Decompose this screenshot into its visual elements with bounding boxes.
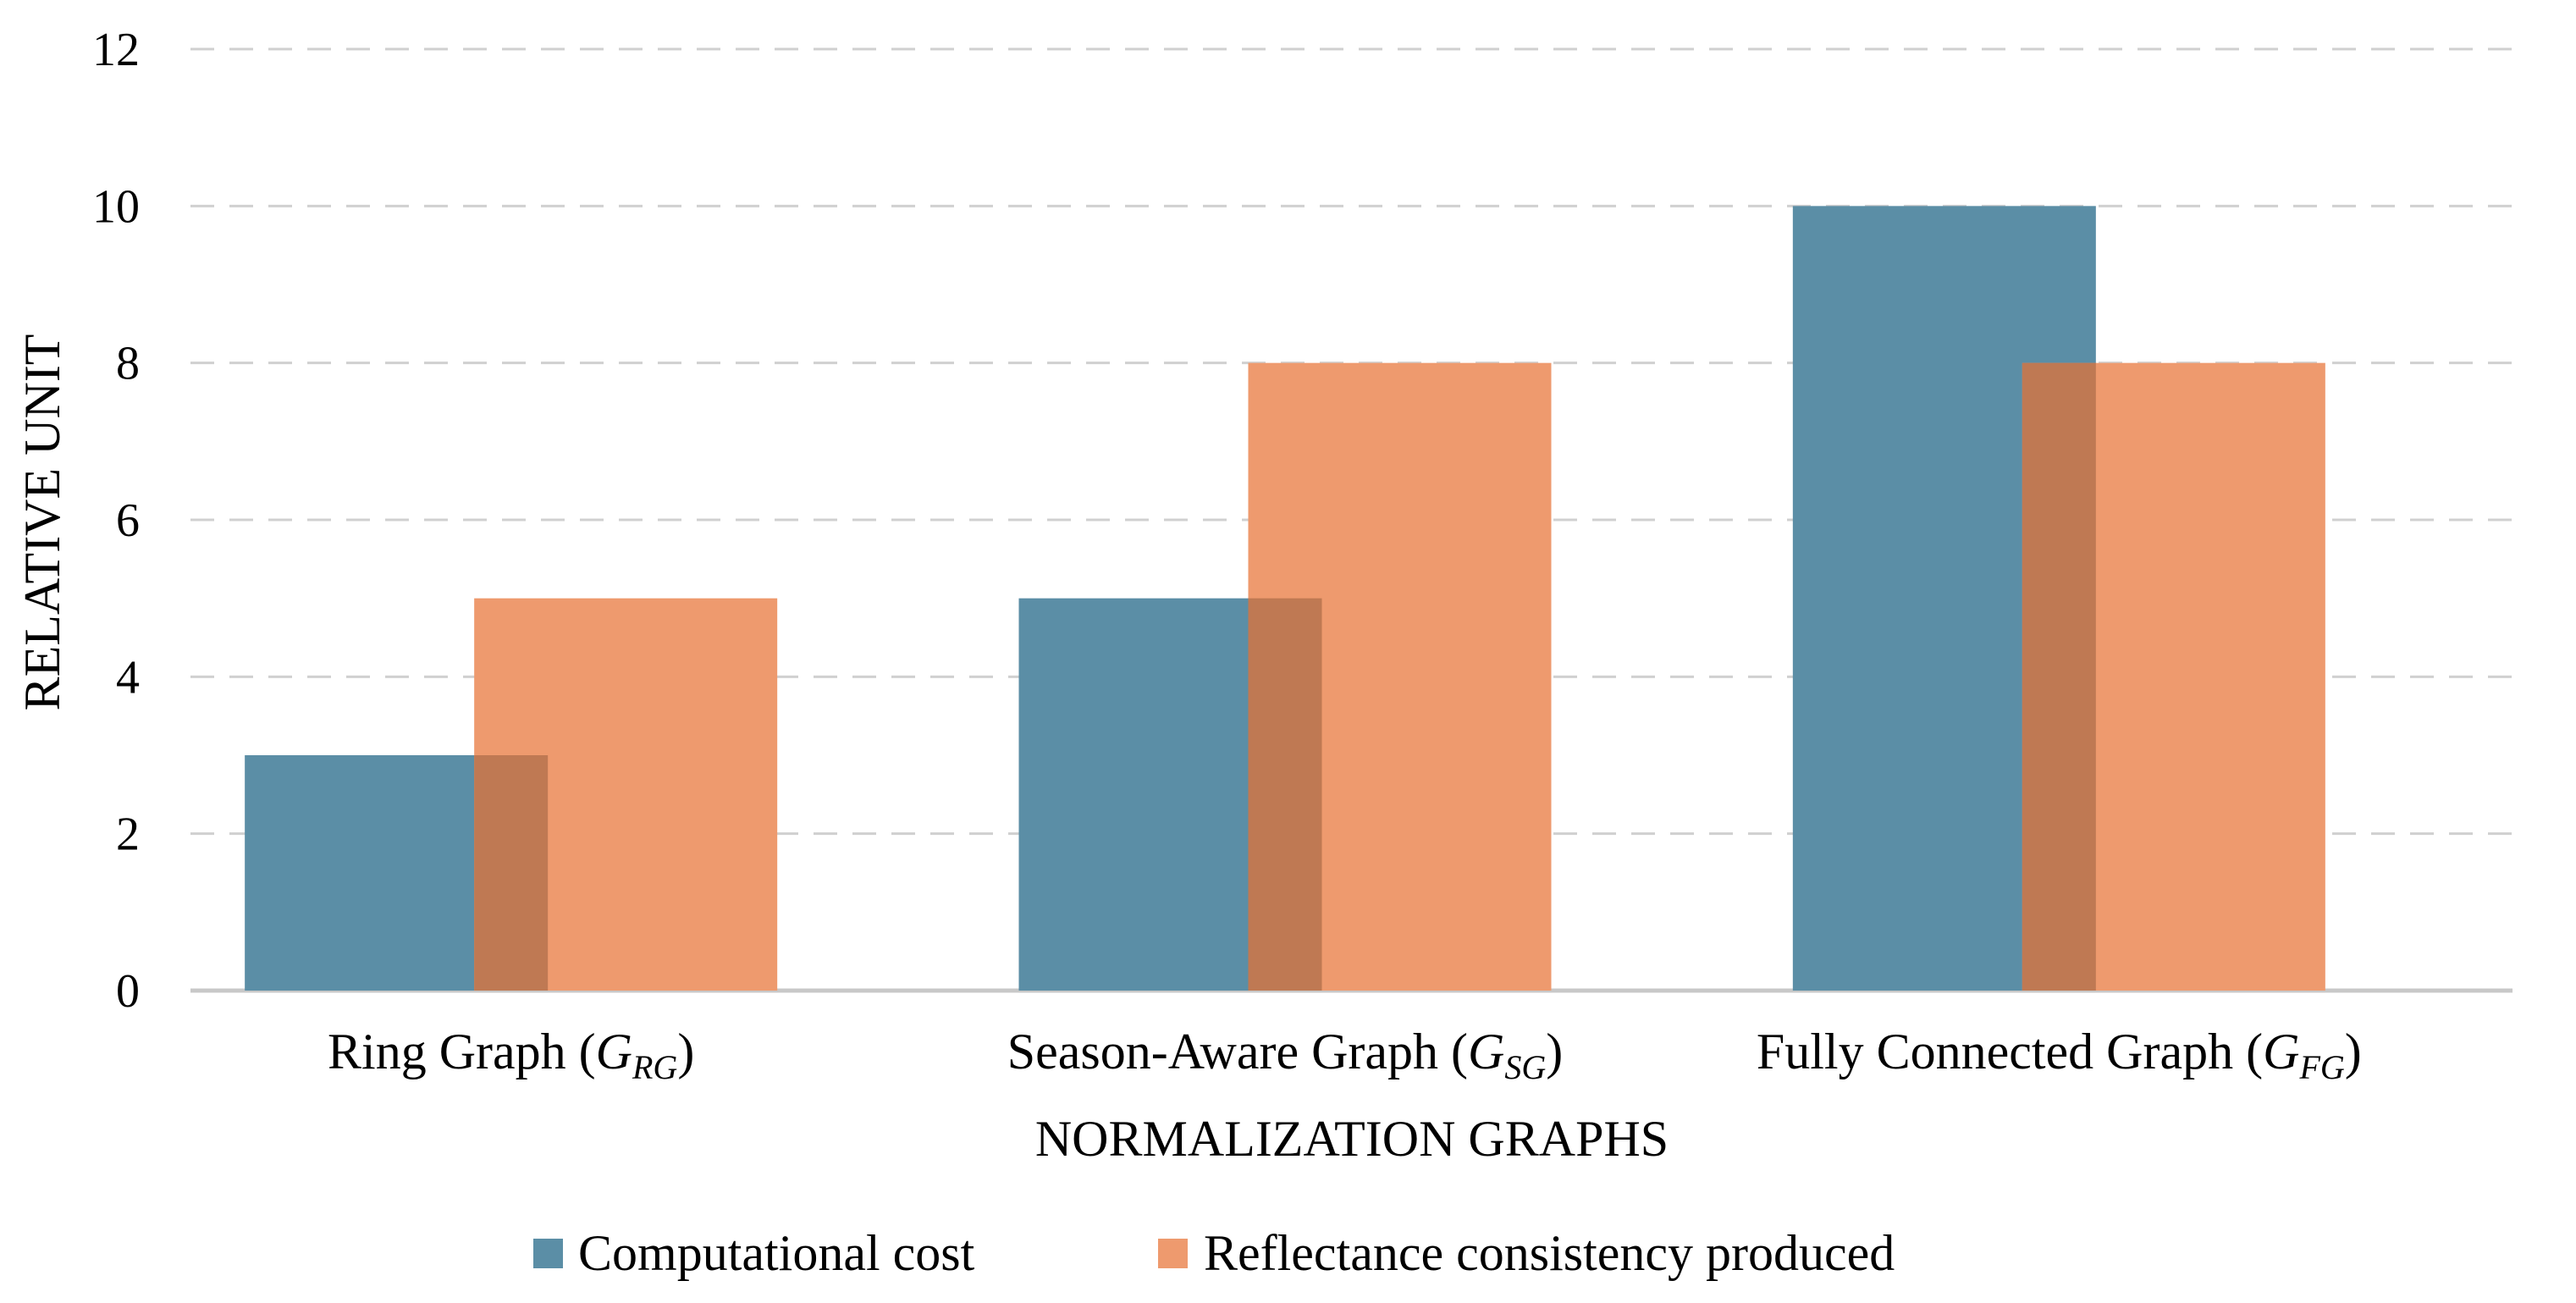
category-label: Fully Connected Graph (GFG): [1757, 1024, 2362, 1086]
category-symbol: G: [1468, 1024, 1504, 1079]
category-name: Ring Graph: [328, 1024, 566, 1079]
y-tick-label: 4: [116, 651, 140, 704]
y-tick-label: 10: [92, 180, 140, 233]
category-subscript: SG: [1504, 1048, 1546, 1086]
y-tick-label: 6: [116, 494, 140, 547]
y-tick-label: 12: [92, 24, 140, 76]
category-subscript: FG: [2298, 1048, 2344, 1086]
legend: Computational cost Reflectance consisten…: [533, 1225, 1895, 1281]
y-tick-label: 0: [116, 965, 140, 1018]
category-paren: (: [2233, 1024, 2263, 1079]
legend-label-reflectance-consistency: Reflectance consistency produced: [1204, 1225, 1895, 1281]
category-name: Season-Aware Graph: [1007, 1024, 1438, 1079]
category-label: Season-Aware Graph (GSG): [1007, 1024, 1564, 1086]
legend-swatch-computational-cost: [533, 1239, 563, 1268]
category-paren: ): [677, 1024, 694, 1079]
legend-label-computational-cost: Computational cost: [578, 1225, 975, 1281]
x-axis-title: NORMALIZATION GRAPHS: [1035, 1111, 1669, 1167]
bar-overlap: [2022, 362, 2096, 991]
bar-overlap: [474, 755, 549, 991]
category-name: Fully Connected Graph: [1757, 1024, 2233, 1079]
y-axis-title: RELATIVE UNIT: [14, 334, 70, 711]
legend-swatch-reflectance-consistency: [1158, 1239, 1188, 1268]
category-paren: (: [1438, 1024, 1468, 1079]
category-paren: ): [1546, 1024, 1563, 1079]
category-label: Ring Graph (GRG): [328, 1024, 694, 1086]
category-paren: ): [2345, 1024, 2362, 1079]
y-tick-label: 8: [116, 338, 140, 390]
category-subscript: RG: [632, 1048, 677, 1086]
category-paren: (: [566, 1024, 596, 1079]
y-tick-label: 2: [116, 809, 140, 861]
category-symbol: G: [2263, 1024, 2299, 1079]
category-symbol: G: [596, 1024, 632, 1079]
bar-overlap: [1248, 598, 1322, 991]
